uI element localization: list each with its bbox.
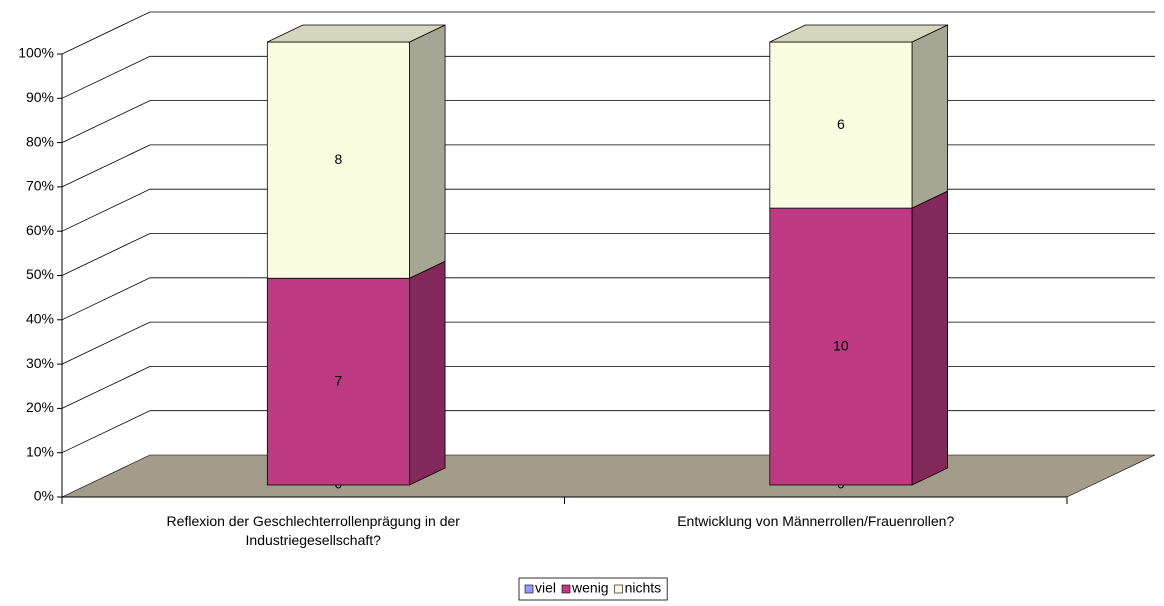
y-tick-label: 30% [26,355,54,371]
legend-swatch [524,584,534,594]
legend-swatch [561,584,571,594]
bar [266,41,410,279]
bar-side [911,190,948,486]
grid-line [61,410,1155,454]
y-tick-label: 20% [26,399,54,415]
legend-label: wenig [571,580,609,596]
y-tick-label: 70% [26,178,54,194]
bar-side [911,24,948,209]
y-tick-label: 50% [26,266,54,282]
grid-line [61,188,1155,232]
grid-line [61,55,1155,99]
legend [518,577,668,601]
y-tick-label: 0% [34,488,54,504]
bar [769,207,913,486]
bar-side [409,260,446,486]
y-tick-label: 40% [26,311,54,327]
grid-line [61,233,1155,276]
y-tick-label: 60% [26,222,54,238]
y-tick-label: 10% [26,443,54,459]
legend-label: viel [535,580,556,596]
bar [266,277,410,486]
y-tick-label: 100% [18,45,54,61]
data-label: 7 [335,372,343,388]
floor [61,454,1156,498]
bar-side [409,24,446,279]
data-label: 10 [833,337,849,353]
legend-swatch [614,584,623,594]
y-tick-label: 90% [26,89,54,105]
bar-top [769,24,948,43]
x-tick-label: Entwicklung von Männerrollen/Frauenrolle… [677,513,955,529]
data-label: 8 [335,151,343,167]
legend-label: nichts [625,580,662,596]
grid-line [61,11,1155,55]
bar-top [267,24,446,43]
grid-line [61,365,1155,409]
grid-line [61,321,1155,365]
x-tick-label: Reflexion der Geschlechterrollenprägung … [166,513,460,548]
grid-line [61,144,1155,188]
y-tick-label: 80% [26,133,54,149]
grid-line [61,277,1155,321]
data-label: 6 [837,116,845,132]
bar [769,41,913,209]
grid-line [61,100,1155,143]
